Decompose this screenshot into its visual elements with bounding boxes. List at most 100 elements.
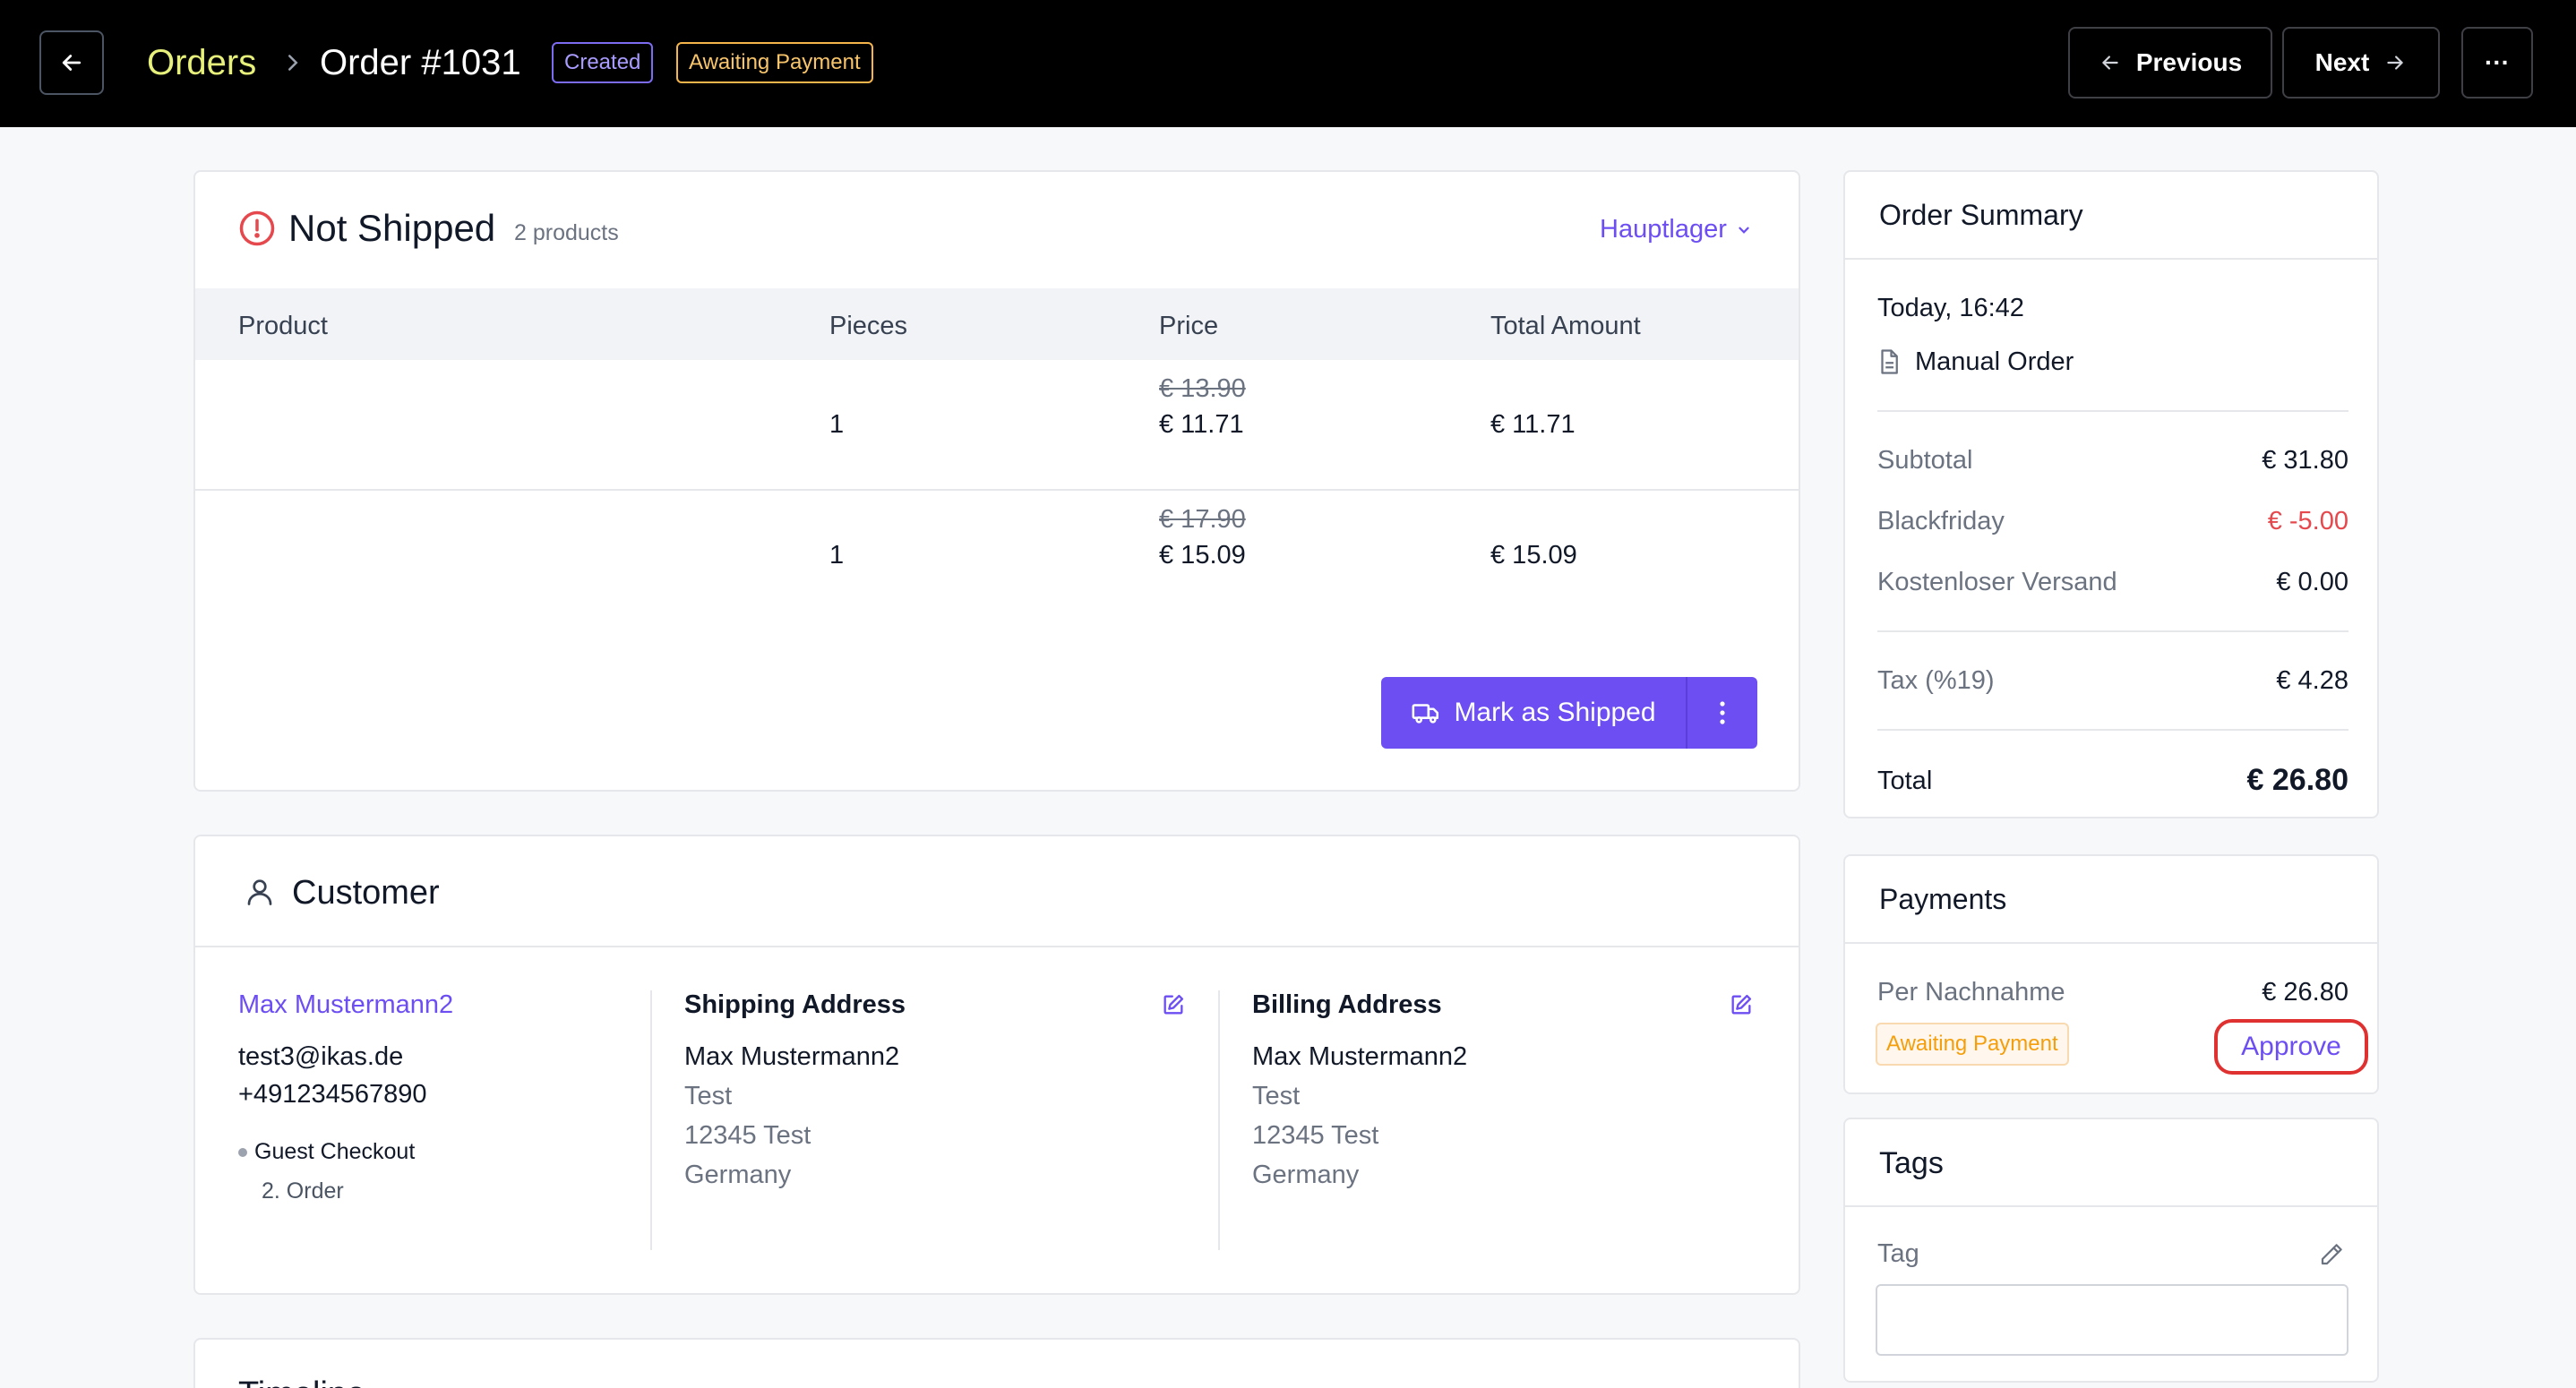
original-price: € 13.90 xyxy=(1159,374,1246,403)
divider xyxy=(1877,410,2348,412)
pencil-icon[interactable] xyxy=(2318,1241,2345,1268)
payments-card: Payments Per Nachnahme € 26.80 Awaiting … xyxy=(1843,854,2379,1094)
chevron-down-icon xyxy=(1739,227,1749,234)
divider xyxy=(1877,630,2348,632)
payment-status-badge: Awaiting Payment xyxy=(1876,1023,2069,1066)
user-icon xyxy=(247,879,272,905)
billing-address-line2: 12345 Test xyxy=(1252,1121,1379,1150)
total-label: Total xyxy=(1877,767,1933,795)
total-value: € 15.09 xyxy=(1490,541,1577,570)
billing-address-title: Billing Address xyxy=(1252,990,1442,1019)
edit-shipping-address-icon[interactable] xyxy=(1161,992,1186,1017)
bullet-icon xyxy=(238,1147,247,1157)
back-button[interactable] xyxy=(39,30,104,95)
order-date: Today, 16:42 xyxy=(1877,294,2024,322)
next-label: Next xyxy=(2314,48,2370,76)
arrow-left-icon xyxy=(62,55,82,71)
chevron-right-icon xyxy=(288,55,298,71)
total-value: € 11.71 xyxy=(1490,410,1576,439)
checkout-type-label: Guest Checkout xyxy=(254,1139,416,1164)
price-value: € 11.71 xyxy=(1159,410,1244,439)
column-header-price: Price xyxy=(1159,312,1219,340)
shipping-status-title: Not Shipped xyxy=(288,207,496,249)
divider xyxy=(1845,258,2377,260)
mark-as-shipped-label: Mark as Shipped xyxy=(1454,698,1656,727)
customer-name-link[interactable]: Max Mustermann2 xyxy=(238,990,454,1019)
divider xyxy=(1877,729,2348,731)
subtotal-value: € 31.80 xyxy=(2262,446,2348,475)
payment-method: Per Nachnahme xyxy=(1877,978,2065,1007)
discount-value: € -5.00 xyxy=(2267,507,2348,535)
table-row: 1 € 13.90 € 11.71 € 11.71 xyxy=(195,360,1799,491)
order-summary-card: Order Summary Today, 16:42 Manual Order … xyxy=(1843,170,2379,818)
shipping-address-title: Shipping Address xyxy=(684,990,906,1019)
shipping-cost-value: € 0.00 xyxy=(2276,568,2348,596)
customer-phone: +491234567890 xyxy=(238,1080,427,1109)
tag-input[interactable] xyxy=(1876,1284,2348,1356)
warehouse-label: Hauptlager xyxy=(1600,215,1727,244)
divider xyxy=(195,946,1799,947)
arrow-right-icon xyxy=(2387,56,2404,70)
previous-button[interactable]: Previous xyxy=(2068,27,2272,99)
tax-value: € 4.28 xyxy=(2276,666,2348,695)
payment-amount: € 26.80 xyxy=(2262,978,2348,1007)
order-count: 2. Order xyxy=(262,1178,344,1204)
checkout-type: Guest Checkout xyxy=(238,1139,415,1165)
next-button[interactable]: Next xyxy=(2282,27,2440,99)
more-options-button[interactable]: ··· xyxy=(2461,27,2533,99)
status-badge-awaiting-payment: Awaiting Payment xyxy=(676,42,873,83)
price-value: € 15.09 xyxy=(1159,541,1246,570)
billing-address-name: Max Mustermann2 xyxy=(1252,1042,1468,1071)
shipping-address-line2: 12345 Test xyxy=(684,1121,811,1150)
more-dots-icon: ··· xyxy=(2485,48,2510,76)
approve-payment-button[interactable]: Approve xyxy=(2214,1019,2368,1075)
divider xyxy=(650,990,652,1250)
alert-circle-icon xyxy=(239,210,275,246)
tag-label: Tag xyxy=(1877,1239,1919,1268)
divider xyxy=(1218,990,1220,1250)
customer-email: test3@ikas.de xyxy=(238,1042,404,1071)
top-bar: Orders Order #1031 Created Awaiting Paym… xyxy=(0,0,2576,127)
shipping-cost-label: Kostenloser Versand xyxy=(1877,568,2117,596)
unfulfilled-items-card: Not Shipped 2 products Hauptlager Produc… xyxy=(193,170,1800,792)
pieces-value: 1 xyxy=(829,541,845,570)
customer-title: Customer xyxy=(292,874,440,912)
column-header-total: Total Amount xyxy=(1490,312,1641,340)
previous-label: Previous xyxy=(2135,48,2243,76)
edit-billing-address-icon[interactable] xyxy=(1729,992,1754,1017)
order-source: Manual Order xyxy=(1915,347,2074,376)
document-icon xyxy=(1881,349,1898,374)
product-count: 2 products xyxy=(514,220,619,245)
divider xyxy=(1845,942,2377,944)
timeline-title: Timeline xyxy=(238,1375,365,1388)
customer-card: Customer Max Mustermann2 test3@ikas.de +… xyxy=(193,835,1800,1295)
table-row: 1 € 17.90 € 15.09 € 15.09 xyxy=(195,491,1799,621)
timeline-card: Timeline xyxy=(193,1338,1800,1388)
discount-label: Blackfriday xyxy=(1877,507,2005,535)
warehouse-dropdown[interactable]: Hauptlager xyxy=(1600,215,1752,244)
column-header-product: Product xyxy=(238,312,328,340)
payments-title: Payments xyxy=(1879,883,2007,915)
table-header: Product Pieces Price Total Amount xyxy=(195,288,1799,360)
tags-title: Tags xyxy=(1879,1146,1944,1180)
truck-icon xyxy=(1412,704,1439,724)
original-price: € 17.90 xyxy=(1159,505,1246,534)
column-header-pieces: Pieces xyxy=(829,312,908,340)
tax-label: Tax (%19) xyxy=(1877,666,1995,695)
shipping-more-options-button[interactable] xyxy=(1687,677,1757,749)
divider xyxy=(1845,1205,2377,1207)
subtotal-label: Subtotal xyxy=(1877,446,1973,475)
total-value: € 26.80 xyxy=(2246,763,2348,797)
mark-as-shipped-button[interactable]: Mark as Shipped xyxy=(1381,677,1687,749)
breadcrumb-orders[interactable]: Orders xyxy=(147,43,257,82)
billing-address-country: Germany xyxy=(1252,1161,1360,1189)
arrow-left-icon xyxy=(2102,56,2118,70)
pieces-value: 1 xyxy=(829,410,845,439)
billing-address-line1: Test xyxy=(1252,1082,1301,1110)
page-title: Order #1031 xyxy=(320,43,521,82)
shipping-address-country: Germany xyxy=(684,1161,792,1189)
shipping-address-line1: Test xyxy=(684,1082,733,1110)
tags-card: Tags Tag xyxy=(1843,1118,2379,1383)
more-vertical-icon xyxy=(1720,701,1725,724)
order-summary-title: Order Summary xyxy=(1879,199,2083,231)
